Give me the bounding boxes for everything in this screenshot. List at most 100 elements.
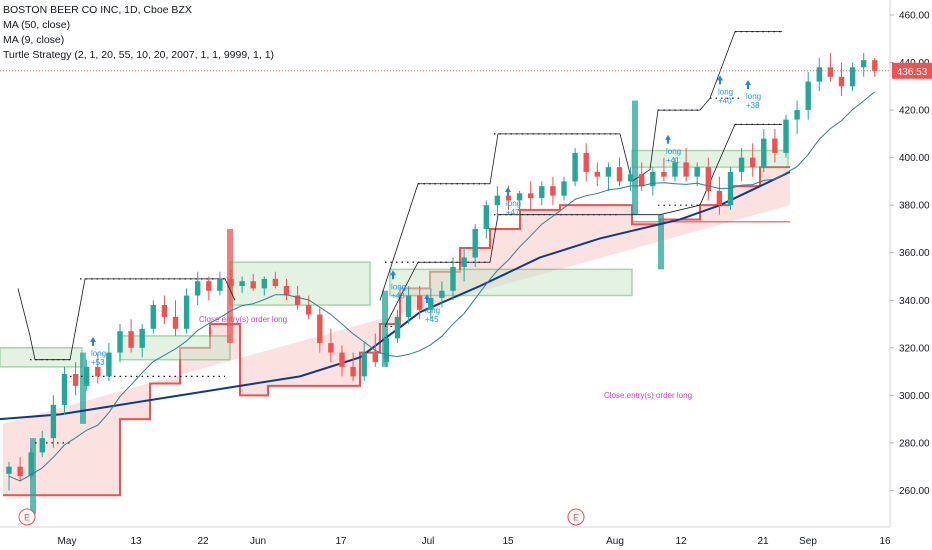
- long-arrow-icon: [90, 336, 96, 346]
- candle-body: [195, 281, 201, 296]
- last-price-tag: [892, 62, 932, 79]
- candle-body: [550, 186, 556, 196]
- candle-body: [794, 110, 800, 120]
- candle: [516, 190, 523, 215]
- candle-body: [317, 314, 323, 344]
- signal-profit: +45: [425, 315, 439, 324]
- candle-body: [616, 167, 623, 182]
- candle-body: [217, 278, 223, 291]
- candle-body: [417, 295, 423, 310]
- candle-body: [572, 152, 578, 182]
- candle-body: [383, 338, 390, 363]
- candle-body: [872, 60, 878, 71]
- price-tick-label: 280.00: [899, 438, 930, 449]
- candle-body: [750, 157, 756, 168]
- candle-body: [483, 205, 489, 229]
- candle: [183, 288, 190, 334]
- candle: [72, 362, 79, 396]
- candle-body: [128, 331, 134, 348]
- signal-profit: +48: [391, 291, 405, 300]
- candle: [483, 200, 489, 239]
- candle-body: [61, 373, 68, 405]
- candle-body: [627, 174, 634, 182]
- long-arrow-icon: [745, 80, 751, 90]
- candle: [772, 129, 778, 163]
- candle-body: [161, 305, 168, 317]
- candle-body: [472, 228, 478, 258]
- candle: [738, 148, 745, 182]
- candle-body: [372, 352, 378, 363]
- entry-spike-bar: [80, 352, 86, 424]
- stop-loss-area: [3, 167, 790, 496]
- candle: [239, 276, 245, 294]
- long-arrow-icon: [505, 187, 511, 197]
- candle-body: [117, 331, 123, 353]
- candle-body: [272, 278, 279, 287]
- candle: [228, 269, 234, 289]
- candle-body: [84, 366, 90, 386]
- candle: [783, 114, 789, 158]
- time-tick-label: Sep: [799, 536, 817, 547]
- candle: [594, 162, 600, 187]
- candle-body: [439, 290, 445, 298]
- candle-body: [261, 278, 267, 289]
- candle-body: [539, 186, 545, 199]
- candle: [361, 343, 367, 382]
- candle-body: [450, 266, 456, 291]
- time-tick-label: Aug: [606, 536, 624, 547]
- candle: [683, 148, 689, 182]
- long-arrow-icon: [424, 294, 430, 304]
- long-arrow-icon: [665, 134, 671, 144]
- candle-body: [6, 466, 12, 474]
- candle: [827, 53, 834, 82]
- candle-body: [561, 181, 567, 196]
- candle-body: [306, 305, 312, 315]
- signal-label: long: [91, 349, 106, 358]
- candle: [439, 281, 445, 308]
- candle-body: [528, 193, 534, 199]
- candle: [405, 286, 412, 325]
- candle-body: [172, 316, 179, 329]
- candle-body: [461, 257, 467, 267]
- time-tick-label: Jun: [250, 536, 266, 547]
- candle-body: [861, 60, 867, 68]
- candle: [650, 167, 656, 196]
- candle: [195, 271, 201, 306]
- candle: [838, 62, 845, 96]
- candle-body: [50, 404, 57, 439]
- candle-body: [805, 81, 811, 111]
- candle: [616, 157, 623, 187]
- candle-body: [150, 305, 156, 329]
- candle: [694, 162, 700, 187]
- price-tick-label: 260.00: [899, 486, 930, 497]
- candle: [561, 176, 567, 201]
- entry-spike-bar: [227, 228, 233, 344]
- candle: [339, 345, 345, 377]
- candle: [328, 328, 334, 363]
- candle-body: [394, 316, 401, 339]
- candle: [672, 157, 678, 182]
- candle-body: [639, 174, 645, 187]
- candle: [61, 366, 68, 415]
- price-tick-label: 380.00: [899, 201, 930, 212]
- candle-body: [783, 119, 789, 153]
- candle: [705, 157, 711, 201]
- close-order-label: Close entry(s) order long: [604, 391, 692, 400]
- candle-body: [716, 190, 723, 206]
- candle-body: [17, 466, 23, 477]
- candle-body: [494, 195, 501, 206]
- candle-body: [350, 366, 356, 377]
- price-tick-label: 400.00: [899, 153, 930, 164]
- candle-body: [594, 171, 600, 177]
- candle-body: [206, 281, 212, 291]
- signal-label: long: [506, 199, 521, 208]
- candle: [217, 271, 223, 296]
- candle-body: [694, 167, 700, 177]
- candle: [872, 57, 878, 77]
- candle: [317, 307, 323, 353]
- candle-body: [239, 281, 245, 287]
- breakout-box: [389, 268, 633, 297]
- channel-line: [384, 123, 782, 327]
- candle: [172, 300, 179, 336]
